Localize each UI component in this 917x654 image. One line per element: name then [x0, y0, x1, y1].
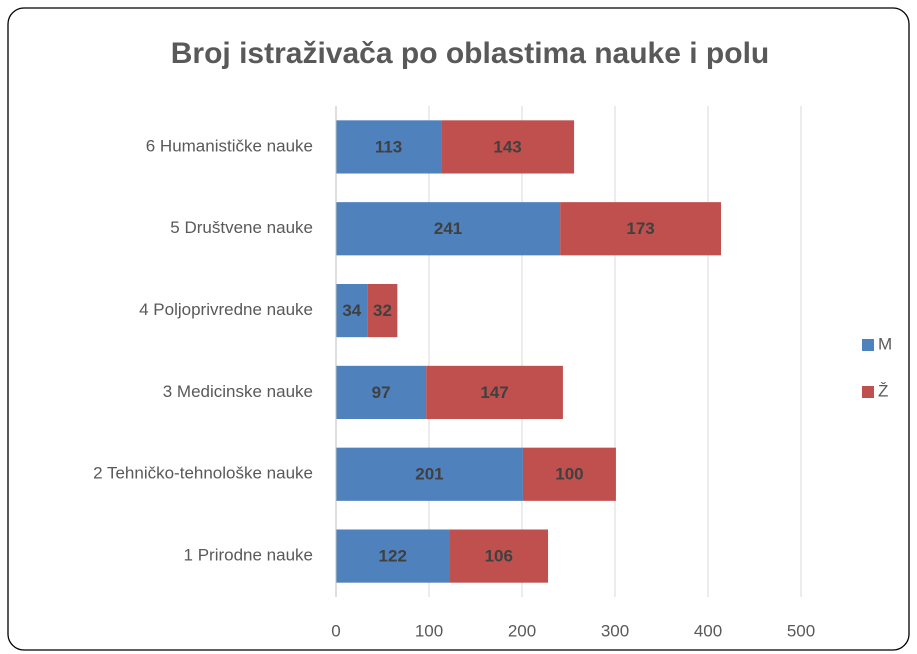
data-label: 147: [480, 383, 508, 402]
bar: [367, 283, 398, 338]
bar: [441, 120, 575, 174]
y-tick-label: 4 Poljoprivredne nauke: [139, 300, 313, 319]
bar: [336, 447, 523, 501]
x-tick-label: 0: [331, 621, 340, 640]
chart-title: Broj istraživača po oblastima nauke i po…: [171, 37, 770, 70]
bar: [426, 365, 563, 420]
data-label: 100: [555, 465, 583, 484]
data-label: 201: [415, 465, 443, 484]
data-label: 113: [375, 137, 402, 156]
data-label: 122: [379, 547, 407, 566]
data-label: 97: [372, 383, 391, 402]
legend-swatch: [862, 339, 874, 351]
data-label: 143: [493, 137, 521, 156]
legend-label: Ž: [878, 381, 888, 400]
x-tick-label: 200: [508, 621, 536, 640]
y-tick-label: 2 Tehničko-tehnološke nauke: [93, 464, 313, 483]
bar: [449, 529, 549, 583]
y-tick-label: 3 Medicinske nauke: [163, 382, 313, 401]
chart-border: [7, 7, 910, 651]
x-tick-label: 500: [787, 621, 815, 640]
bar: [522, 447, 616, 501]
x-tick-label: 100: [415, 621, 443, 640]
bar: [336, 529, 450, 583]
data-label: 241: [434, 219, 462, 238]
x-tick-label: 300: [601, 621, 629, 640]
bar: [560, 202, 722, 256]
data-label: 106: [485, 547, 513, 566]
legend-label: M: [878, 334, 892, 353]
bar: [336, 283, 368, 338]
data-label: 34: [342, 301, 361, 320]
bar: [336, 120, 442, 174]
bar: [336, 202, 561, 256]
y-tick-label: 6 Humanističke nauke: [146, 136, 313, 155]
legend-swatch: [862, 386, 874, 398]
x-tick-label: 400: [694, 621, 722, 640]
y-tick-label: 5 Društvene nauke: [170, 218, 313, 237]
data-label: 32: [373, 301, 392, 320]
data-label: 173: [626, 219, 654, 238]
y-tick-label: 1 Prirodne nauke: [184, 546, 313, 565]
bar: [336, 365, 427, 420]
